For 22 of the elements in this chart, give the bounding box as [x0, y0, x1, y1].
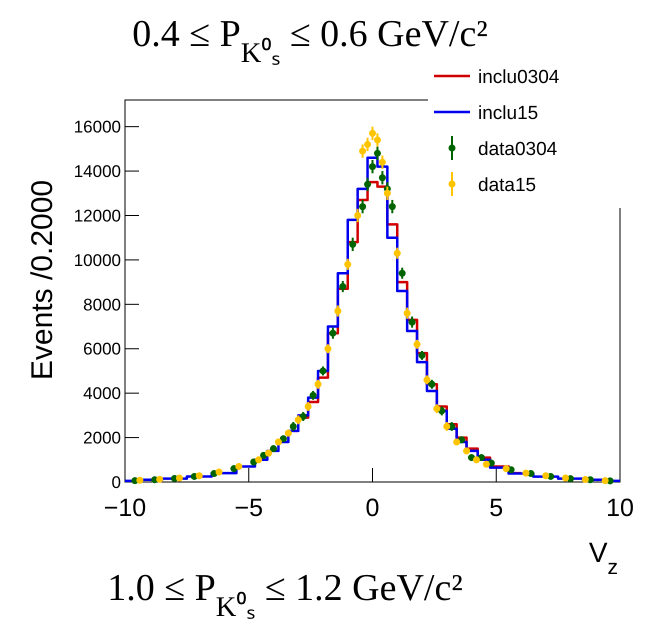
y-tick-label: 16000 [74, 118, 121, 137]
text: 1.0 ≤ P$_{K⁰ₛ}$ ≤ 1.2 GeV/c² [107, 567, 463, 622]
y-tick-label: 14000 [74, 162, 121, 182]
y-tick-label: 8000 [83, 295, 121, 314]
y-tick-label: 6000 [83, 340, 121, 359]
x-tick-label: 5 [489, 494, 504, 522]
legend-label: data0304 [478, 139, 558, 160]
legend-label: inclu15 [478, 103, 538, 124]
x-tick-label: 10 [606, 494, 634, 522]
x-axis-title: V$_{z}$ [588, 537, 618, 578]
legend-label: data15 [478, 175, 536, 196]
x-tick-label: −10 [104, 494, 146, 522]
y-tick-label: 0 [112, 473, 121, 492]
x-tick-label: 0 [366, 494, 380, 522]
legend-label: inclu0304 [478, 67, 560, 88]
y-tick-label: 10000 [74, 250, 121, 270]
y-tick-label: 4000 [83, 384, 121, 404]
x-tick-label: −5 [234, 494, 264, 522]
y-tick-label: 2000 [83, 428, 121, 448]
y-axis-title: Events /0.2000 [26, 180, 59, 380]
chart-title: 0.4 ≤ P$_{K⁰ₛ}$ ≤ 0.6 GeV/c² [132, 13, 488, 68]
y-tick-label: 12000 [74, 206, 121, 226]
